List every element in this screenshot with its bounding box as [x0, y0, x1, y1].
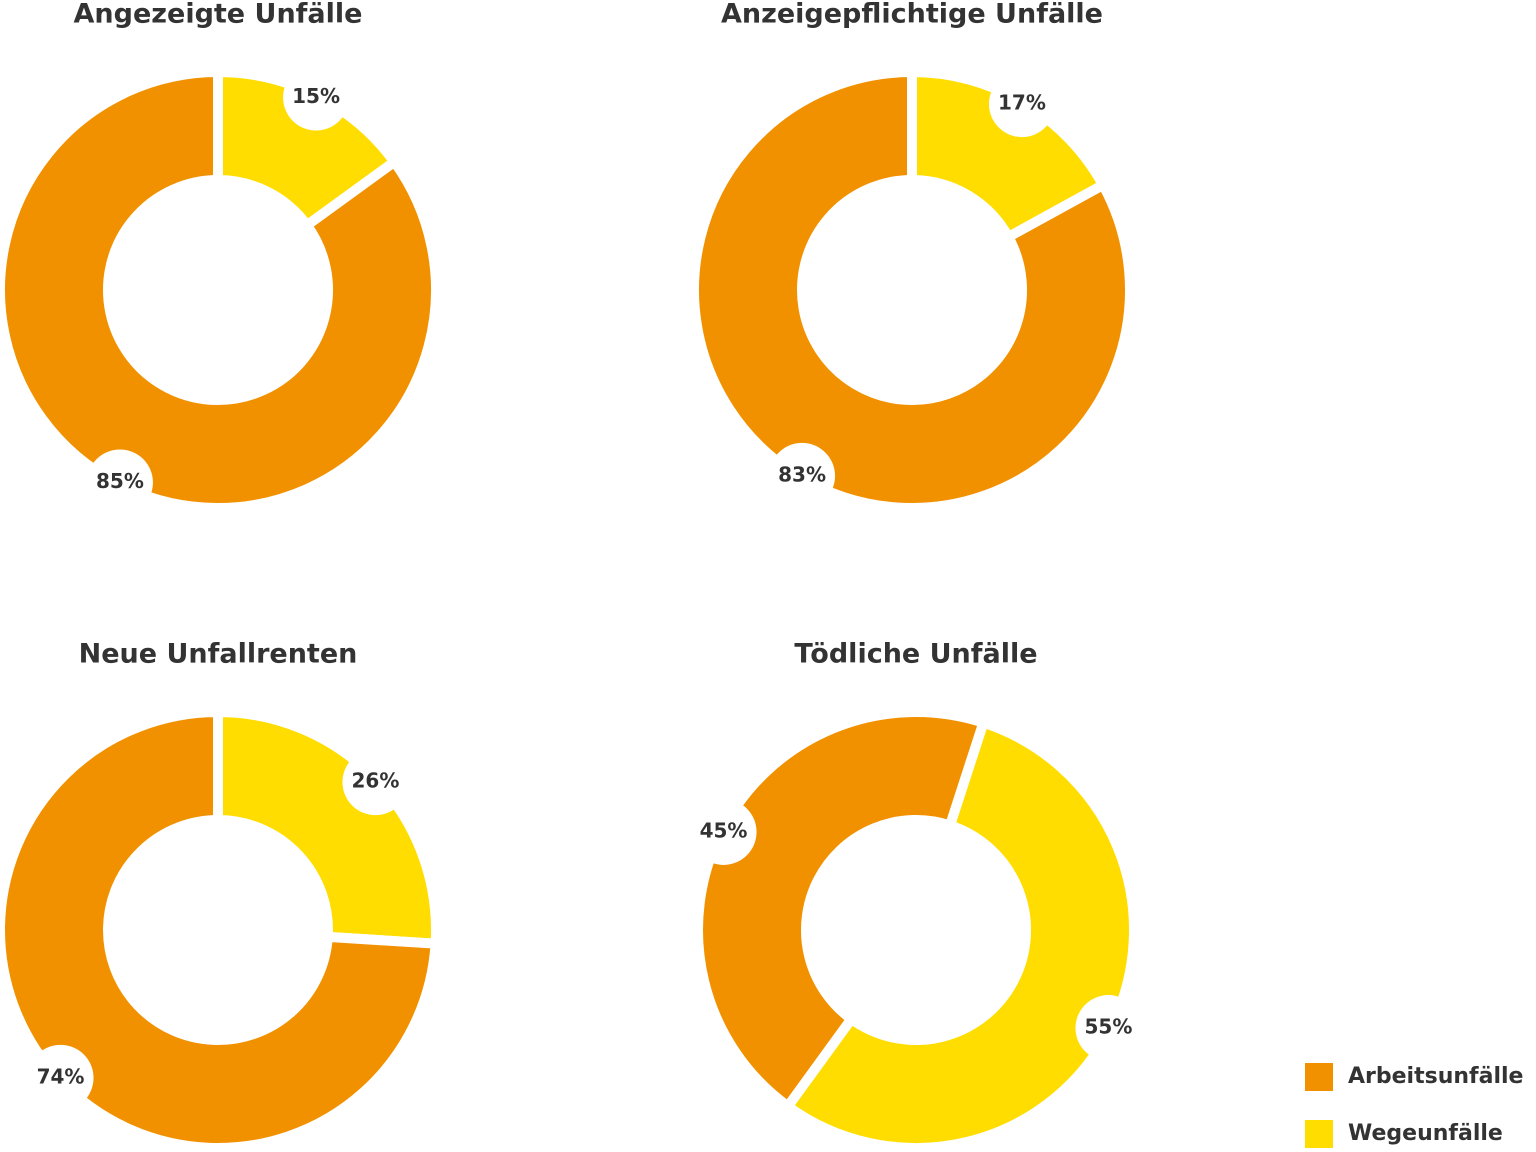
- chart-title: Neue Unfallrenten: [79, 639, 358, 670]
- value-label: 74%: [37, 1064, 85, 1088]
- slice: [213, 706, 441, 949]
- label-bubble: [1075, 995, 1142, 1062]
- legend-label: Wegeunfälle: [1348, 1121, 1503, 1146]
- slice: [688, 66, 1135, 513]
- slice: [0, 706, 441, 1152]
- value-label: 17%: [998, 91, 1046, 115]
- value-label: 26%: [352, 769, 400, 793]
- label-bubble: [283, 64, 350, 131]
- label-bubble: [988, 71, 1055, 138]
- legend-swatch: [1305, 1063, 1333, 1091]
- slice: [907, 66, 1110, 244]
- legend-label: Arbeitsunfälle: [1348, 1064, 1523, 1089]
- chart-title: Angezeigte Unfälle: [74, 0, 363, 30]
- label-bubble: [86, 449, 153, 516]
- label-bubble: [342, 749, 409, 816]
- chart-title: Tödliche Unfälle: [794, 639, 1037, 670]
- slice: [0, 66, 441, 513]
- slice: [692, 707, 990, 1114]
- slice: [213, 66, 402, 233]
- label-bubble: [769, 442, 836, 509]
- slice: [780, 716, 1139, 1152]
- value-label: 15%: [292, 84, 340, 108]
- label-bubble: [690, 798, 757, 865]
- value-label: 55%: [1085, 1015, 1133, 1039]
- value-label: 45%: [700, 818, 748, 842]
- chart-title: Anzeigepflichtige Unfälle: [721, 0, 1103, 30]
- label-bubble: [27, 1044, 94, 1111]
- value-label: 85%: [96, 469, 144, 493]
- value-label: 83%: [778, 462, 826, 486]
- legend-swatch: [1305, 1120, 1333, 1148]
